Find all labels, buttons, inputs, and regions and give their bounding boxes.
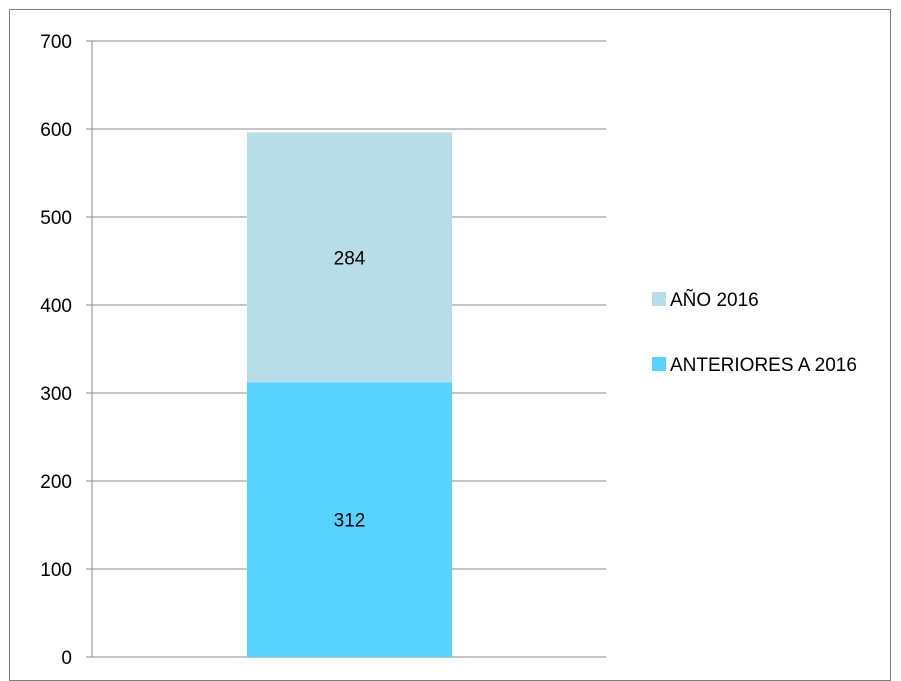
legend-label-anteriores-a-2016: ANTERIORES A 2016 xyxy=(670,355,857,376)
legend-swatch-ano-2016 xyxy=(652,292,666,306)
y-tick-label-200: 200 xyxy=(40,472,72,493)
y-tick-label-300: 300 xyxy=(40,384,72,405)
y-axis: 0 100 200 300 400 500 600 700 xyxy=(40,32,606,669)
y-tick-label-700: 700 xyxy=(40,32,72,53)
data-label-ano-2016: 284 xyxy=(334,248,366,269)
y-tick-label-600: 600 xyxy=(40,120,72,141)
bar-segment-anteriores-a-2016 xyxy=(247,382,452,657)
legend: AÑO 2016 ANTERIORES A 2016 xyxy=(652,289,857,376)
legend-label-ano-2016: AÑO 2016 xyxy=(670,289,759,311)
legend-swatch-anteriores-a-2016 xyxy=(652,357,666,371)
data-labels: 312 284 xyxy=(334,248,366,531)
data-label-anteriores-a-2016: 312 xyxy=(334,511,366,532)
bars xyxy=(247,132,452,657)
y-tick-label-0: 0 xyxy=(61,648,72,669)
y-tick-label-500: 500 xyxy=(40,208,72,229)
bar-segment-ano-2016 xyxy=(247,132,452,383)
y-tick-label-400: 400 xyxy=(40,296,72,317)
y-tick-label-100: 100 xyxy=(40,560,72,581)
